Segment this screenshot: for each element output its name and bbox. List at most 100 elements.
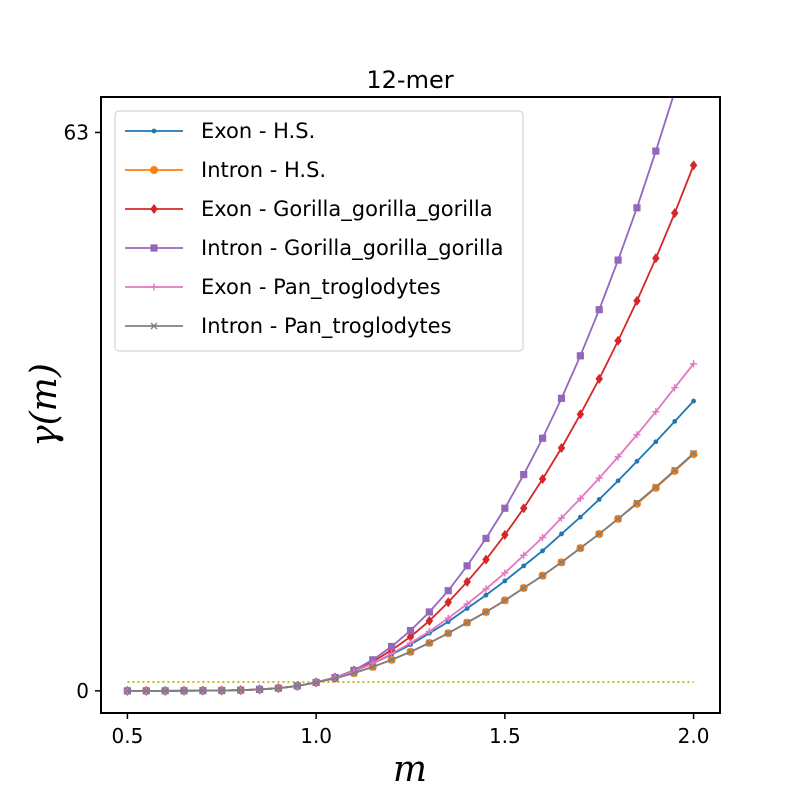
data-point xyxy=(161,687,169,695)
data-point xyxy=(670,208,679,219)
chart-title: 12-mer xyxy=(366,66,453,94)
series-line xyxy=(127,400,695,692)
legend-label: Exon - Pan_troglodytes xyxy=(201,275,441,300)
data-point xyxy=(388,650,396,658)
data-point xyxy=(690,449,698,457)
data-point xyxy=(293,682,301,690)
y-axis-label: γ(m) xyxy=(24,363,65,447)
data-point xyxy=(633,204,641,212)
data-point xyxy=(482,554,490,565)
data-point xyxy=(615,478,621,484)
data-point xyxy=(576,544,584,552)
data-point xyxy=(652,147,660,155)
legend-label: Intron - Gorilla_gorilla_gorilla xyxy=(201,236,504,261)
data-point xyxy=(652,483,660,491)
series-6 xyxy=(123,449,698,695)
legend-frame xyxy=(114,110,524,352)
data-point xyxy=(539,572,547,580)
data-point xyxy=(463,600,471,608)
legend-marker xyxy=(150,322,158,330)
data-point xyxy=(142,687,150,695)
x-tick-label: 1.0 xyxy=(300,724,332,748)
data-point xyxy=(576,494,584,503)
data-point xyxy=(538,474,547,485)
data-point xyxy=(425,639,433,647)
data-point xyxy=(425,608,433,616)
data-point xyxy=(690,24,697,31)
series-5 xyxy=(123,360,698,695)
data-point xyxy=(557,558,565,566)
data-point xyxy=(633,295,641,306)
data-point xyxy=(463,562,471,570)
legend-marker xyxy=(150,204,158,214)
data-point xyxy=(614,256,622,264)
legend-item: Intron - H.S. xyxy=(125,158,326,182)
data-point xyxy=(369,659,377,667)
x-tick-label: 1.5 xyxy=(489,724,521,748)
legend-marker xyxy=(150,166,158,174)
data-point xyxy=(407,648,414,656)
data-point xyxy=(653,439,659,445)
data-point xyxy=(614,453,622,461)
legend-label: Intron - Pan_troglodytes xyxy=(201,314,452,339)
data-point xyxy=(444,629,452,637)
data-point xyxy=(559,531,564,537)
data-point xyxy=(331,674,339,682)
data-point xyxy=(464,606,470,611)
plot-frame xyxy=(100,96,721,714)
data-point xyxy=(350,669,358,677)
data-point xyxy=(406,631,415,642)
data-point xyxy=(671,384,679,392)
data-point xyxy=(634,458,640,464)
data-point xyxy=(406,626,415,635)
data-point xyxy=(519,503,528,514)
data-point xyxy=(614,515,622,523)
data-point xyxy=(425,627,433,636)
data-point xyxy=(444,587,452,595)
data-point xyxy=(520,584,528,592)
data-point xyxy=(256,685,264,693)
data-point xyxy=(180,687,188,695)
data-point xyxy=(406,639,415,647)
data-point xyxy=(557,442,566,453)
data-point xyxy=(444,614,452,622)
data-point xyxy=(501,569,509,577)
data-point xyxy=(557,394,566,402)
data-point xyxy=(218,686,226,694)
data-point xyxy=(671,466,679,474)
legend-item: Exon - Pan_troglodytes xyxy=(125,275,441,300)
legend-item: Intron - Pan_troglodytes xyxy=(125,314,452,339)
data-point xyxy=(596,496,602,502)
legend-marker xyxy=(150,244,158,252)
data-point xyxy=(595,306,603,314)
data-point xyxy=(123,687,131,695)
y-tick-label: 63 xyxy=(64,120,89,144)
data-point xyxy=(614,335,622,346)
x-axis: 0.5 1.0 1.5 2.0 xyxy=(112,713,709,748)
x-tick-label: 0.5 xyxy=(112,724,144,748)
data-point xyxy=(633,499,641,507)
data-point xyxy=(388,656,396,664)
y-axis: 0 63 xyxy=(64,120,101,703)
legend-marker xyxy=(151,128,157,134)
data-point xyxy=(595,474,603,482)
data-point xyxy=(689,360,698,368)
data-point xyxy=(502,578,508,584)
data-point xyxy=(557,514,566,522)
legend: Exon - H.S. Intron - H.S. Exon - Gorilla_g… xyxy=(114,110,524,352)
data-point xyxy=(463,576,471,587)
data-point xyxy=(672,418,678,424)
legend-label: Intron - H.S. xyxy=(201,158,326,182)
data-point xyxy=(369,663,377,671)
data-point xyxy=(482,534,490,542)
data-point xyxy=(463,619,471,627)
data-point xyxy=(482,608,490,616)
data-point xyxy=(539,533,547,542)
legend-item: Exon - H.S. xyxy=(125,119,315,143)
data-point xyxy=(671,88,678,95)
legend-marker xyxy=(150,283,158,291)
legend-item: Intron - Gorilla_gorilla_gorilla xyxy=(125,236,504,261)
y-tick-label: 0 xyxy=(76,679,89,703)
data-point xyxy=(482,585,490,593)
data-point xyxy=(425,615,434,626)
